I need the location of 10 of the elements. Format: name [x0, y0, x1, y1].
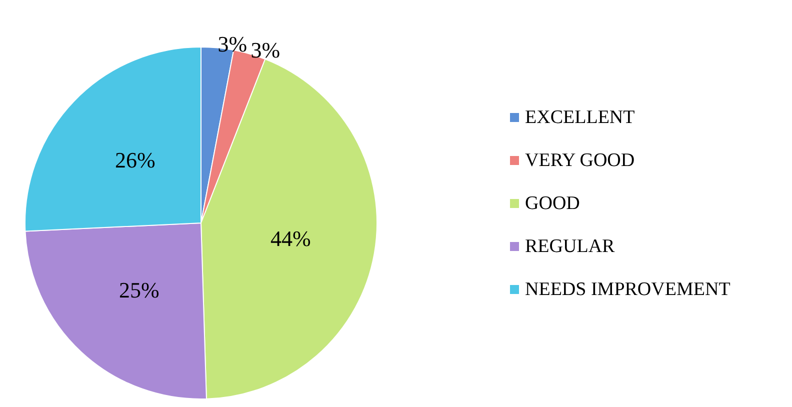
legend-label: NEEDS IMPROVEMENT: [525, 279, 731, 300]
data-label: 44%: [270, 226, 311, 251]
legend-label: GOOD: [525, 193, 580, 214]
legend-label: VERY GOOD: [525, 150, 635, 171]
legend-label: EXCELLENT: [525, 107, 636, 128]
data-label: 25%: [119, 277, 160, 302]
data-label: 3%: [250, 38, 280, 63]
data-label: 26%: [115, 148, 156, 173]
legend-label: REGULAR: [525, 236, 616, 257]
data-label: 3%: [218, 31, 248, 56]
